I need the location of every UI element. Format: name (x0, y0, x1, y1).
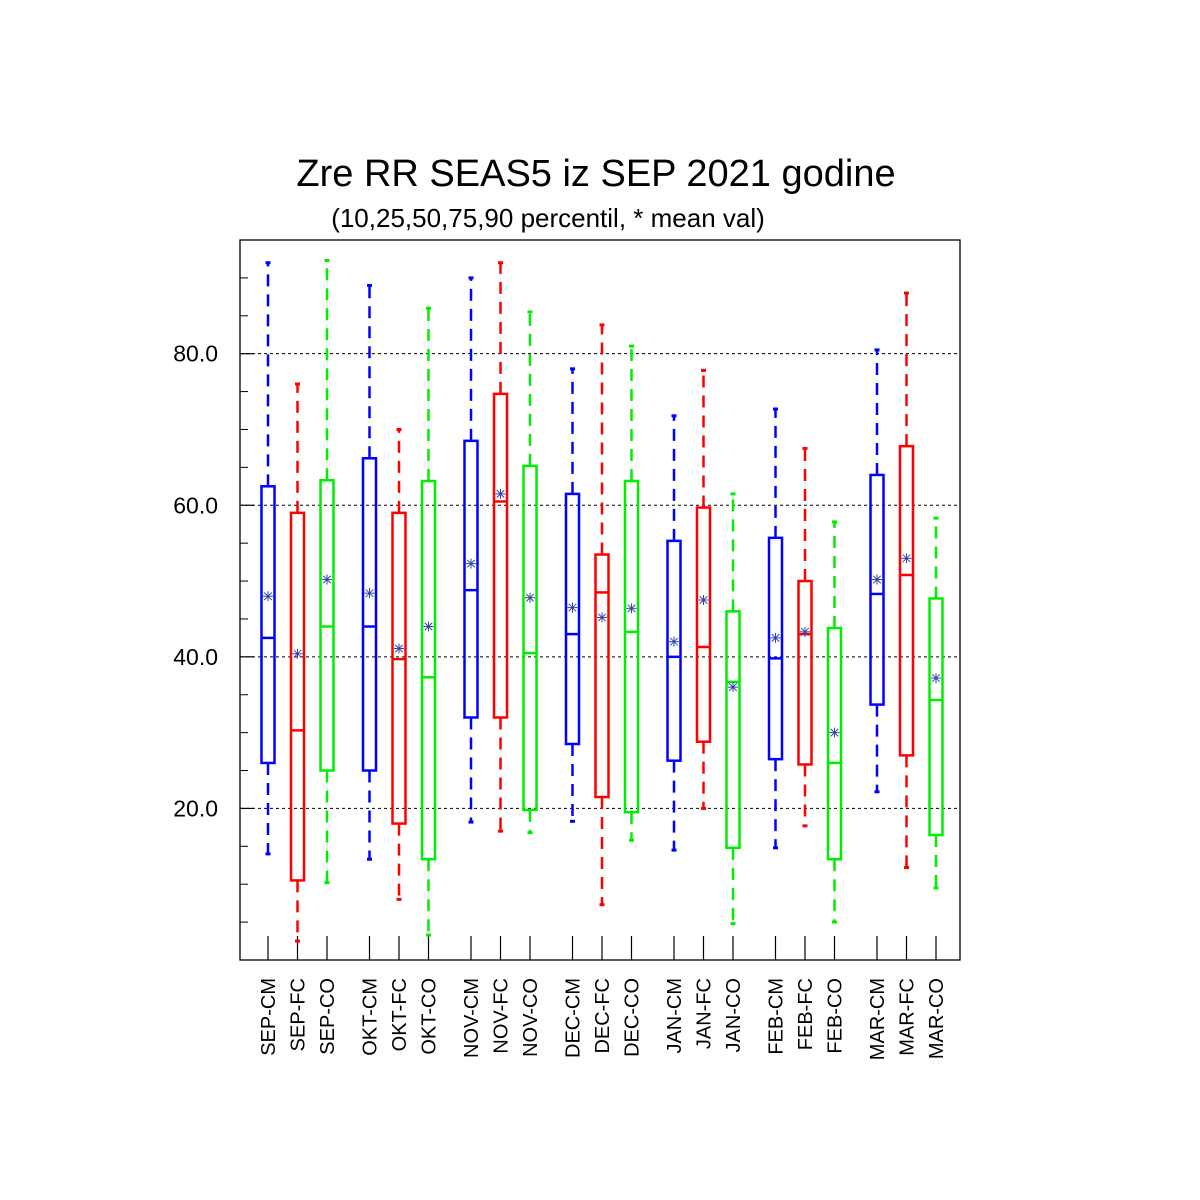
x-category-label: FEB-CM (766, 978, 788, 1055)
x-category-label: NOV-CO (520, 978, 542, 1057)
x-axis-labels: SEP-CM SEP-FC SEP-CO OKT-CM OKT-FC OKT-CO NOV-… (258, 978, 948, 1060)
x-category-label: OKT-CM (360, 978, 382, 1056)
mean-marker-d2 (568, 603, 577, 612)
x-category-label: DEC-FC (592, 978, 614, 1054)
axis-ticks (240, 277, 937, 960)
y-tick-label: 60.0 (173, 492, 218, 518)
box-iqr (767, 536, 784, 761)
x-category-label: SEP-FC (288, 978, 310, 1051)
box-iqr (594, 553, 610, 799)
x-category-label: JAN-CO (723, 978, 745, 1052)
x-category-label: JAN-FC (694, 978, 716, 1049)
x-category-label: OKT-CO (419, 978, 441, 1055)
mean-marker-d2 (931, 673, 941, 683)
box-iqr (725, 610, 741, 850)
mean-marker-d2 (496, 489, 505, 498)
box-iqr (564, 492, 581, 746)
box-iqr (463, 439, 479, 719)
x-category-label: MAR-FC (897, 978, 919, 1056)
y-tick-label: 80.0 (173, 341, 218, 367)
x-category-label: DEC-CM (563, 978, 585, 1058)
box-iqr (695, 506, 712, 743)
box-iqr (492, 392, 509, 719)
plot-frame (239, 239, 961, 961)
x-category-label: NOV-CM (461, 978, 483, 1058)
mean-marker-d2 (394, 644, 404, 653)
mean-marker-d2 (728, 683, 738, 692)
chart-title: Zre RR SEAS5 iz SEP 2021 godine (296, 153, 895, 195)
box-iqr (420, 479, 437, 861)
mean-marker-d2 (365, 589, 374, 598)
y-tick-label: 40.0 (173, 644, 218, 670)
box-iqr (391, 511, 407, 825)
mean-marker-d2 (322, 575, 332, 584)
mean-marker-d2 (424, 622, 433, 631)
mean-marker-d2 (597, 613, 607, 622)
x-category-label: FEB-CO (825, 978, 847, 1054)
box-iqr (826, 626, 843, 861)
mean-marker-d2 (669, 637, 679, 646)
mean-marker-d2 (771, 633, 780, 642)
mean-marker-d2 (830, 728, 839, 737)
mean-marker-d2 (872, 575, 882, 584)
boxes (260, 258, 944, 943)
mean-marker-d2 (800, 627, 810, 636)
box-iqr (289, 511, 306, 882)
x-category-label: SEP-CM (258, 978, 280, 1056)
mean-marker-d2 (263, 592, 273, 601)
box-iqr (666, 539, 682, 762)
x-category-label: NOV-FC (491, 978, 513, 1054)
x-category-label: FEB-FC (795, 978, 817, 1050)
mean-marker-d2 (293, 649, 302, 658)
y-axis-labels: 20.0 40.0 60.0 80.0 (173, 341, 218, 822)
mean-marker-d2 (525, 593, 535, 602)
box-iqr (869, 473, 885, 706)
x-category-label: MAR-CO (926, 978, 948, 1059)
box-iqr (522, 464, 538, 812)
box-iqr (928, 597, 944, 837)
mean-marker-d2 (699, 595, 708, 605)
x-category-label: DEC-CO (622, 978, 644, 1057)
box-iqr (898, 444, 915, 757)
box-iqr (260, 485, 276, 765)
box-iqr (361, 457, 378, 772)
x-category-label: JAN-CM (664, 978, 686, 1054)
mean-marker-d2 (902, 554, 911, 563)
mean-marker-d2 (627, 604, 636, 613)
x-category-label: SEP-CO (317, 978, 339, 1055)
chart-subtitle: (10,25,50,75,90 percentil, * mean val) (331, 203, 765, 233)
mean-marker-d2 (466, 559, 476, 568)
x-category-label: OKT-FC (389, 978, 411, 1051)
box-iqr (623, 479, 640, 814)
y-tick-label: 20.0 (173, 795, 218, 821)
box-iqr (797, 579, 813, 766)
x-category-label: MAR-CM (867, 978, 889, 1060)
